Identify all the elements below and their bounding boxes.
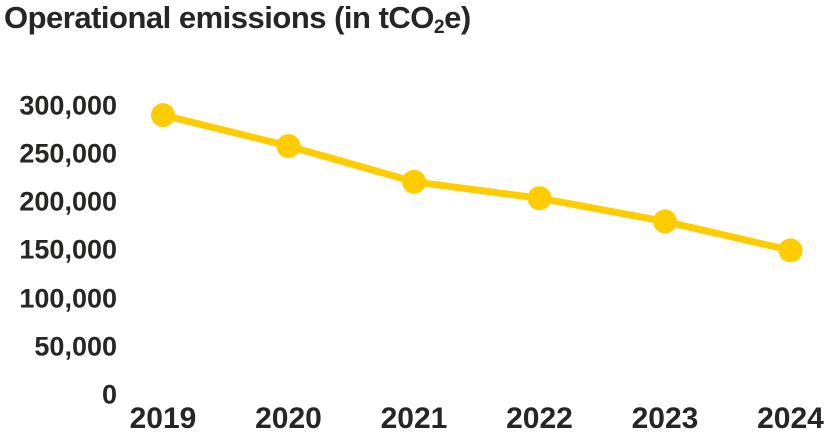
chart-title-suffix: e) xyxy=(444,0,471,35)
chart-title-prefix: Operational emissions (in tCO xyxy=(4,0,434,35)
chart-title: Operational emissions (in tCO2e) xyxy=(4,0,471,38)
y-axis-tick-label: 50,000 xyxy=(34,331,117,362)
y-axis-tick-label: 250,000 xyxy=(19,138,117,169)
data-point-2023 xyxy=(653,209,677,234)
x-axis-tick-label-2021: 2021 xyxy=(380,402,448,433)
y-axis-tick-label: 100,000 xyxy=(19,283,117,314)
data-point-2020 xyxy=(276,134,301,159)
x-axis-tick-label-2022: 2022 xyxy=(506,402,573,433)
emissions-line-series xyxy=(159,111,794,254)
x-axis-tick-label-2024: 2024 xyxy=(757,402,824,433)
data-point-2022 xyxy=(527,186,552,211)
data-point-2024 xyxy=(778,238,803,263)
y-axis-tick-label: 0 xyxy=(101,379,117,410)
x-axis-tick-label-2019: 2019 xyxy=(129,402,197,433)
y-axis-tick-label: 150,000 xyxy=(19,234,117,265)
y-axis-tick-label: 200,000 xyxy=(19,186,117,217)
x-axis-tick-label-2023: 2023 xyxy=(631,402,699,433)
chart-title-subscript: 2 xyxy=(433,16,445,38)
x-axis-tick-label-2020: 2020 xyxy=(255,402,322,433)
data-point-2019 xyxy=(151,103,175,128)
y-axis-tick-label: 300,000 xyxy=(19,90,117,120)
data-point-2021 xyxy=(402,169,426,194)
